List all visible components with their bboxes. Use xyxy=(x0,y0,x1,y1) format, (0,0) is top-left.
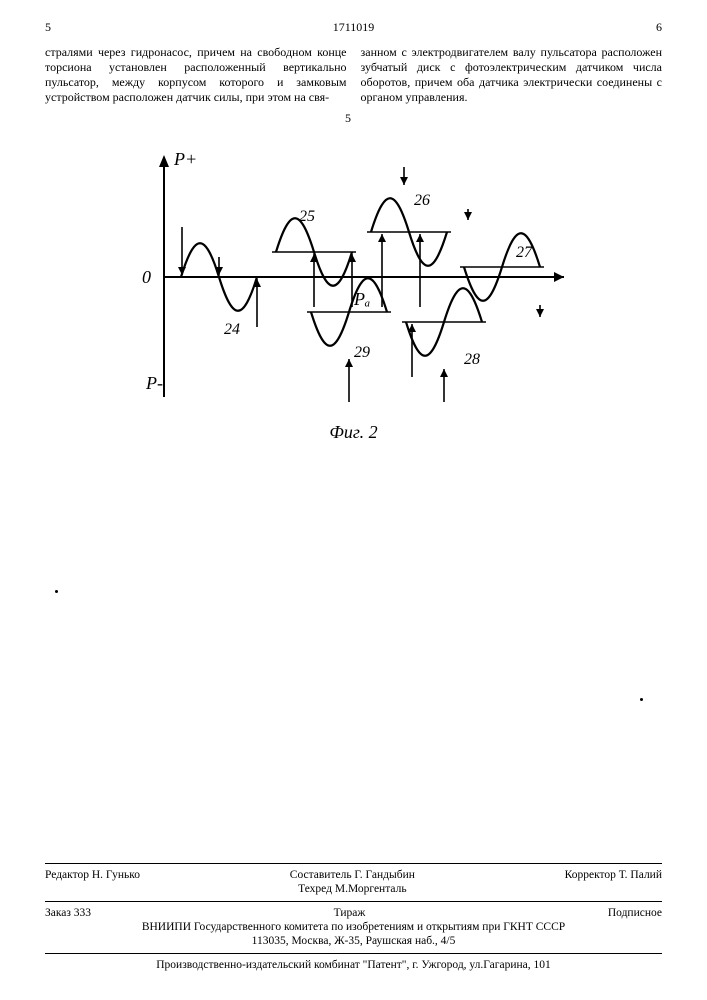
figure-caption: Фиг. 2 xyxy=(45,421,662,444)
footer-block: Редактор Н. Гунько Составитель Г. Гандыб… xyxy=(45,859,662,972)
svg-text:25: 25 xyxy=(299,208,315,225)
column-left: стралями через гидронасос, причем на сво… xyxy=(45,45,347,105)
footer-corrector: Корректор Т. Палий xyxy=(565,868,662,897)
figure-2-chart: P+0P-Pₐ242526272928 xyxy=(124,127,584,427)
svg-text:29: 29 xyxy=(354,344,370,361)
svg-text:26: 26 xyxy=(414,192,430,209)
text-columns: стралями через гидронасос, причем на сво… xyxy=(45,45,662,105)
footer-publisher: Производственно-издательский комбинат "П… xyxy=(45,958,662,972)
footer-compiler: Составитель Г. Гандыбин xyxy=(290,868,415,882)
footer-editor: Редактор Н. Гунько xyxy=(45,868,140,897)
footer-subscription: Подписное xyxy=(608,906,662,920)
svg-text:0: 0 xyxy=(142,267,151,287)
page-number-right: 6 xyxy=(622,20,662,35)
footer-techred: Техред М.Моргенталь xyxy=(290,882,415,896)
footer-tirazh: Тираж xyxy=(334,906,366,920)
column-right: занном с электродвигателем валу пульсато… xyxy=(361,45,663,105)
footer-vniipi: ВНИИПИ Государственного комитета по изоб… xyxy=(45,920,662,934)
svg-text:28: 28 xyxy=(464,351,480,368)
svg-text:27: 27 xyxy=(516,244,533,261)
svg-text:24: 24 xyxy=(224,321,240,338)
svg-text:P-: P- xyxy=(145,373,163,393)
footer-address: 113035, Москва, Ж-35, Раушская наб., 4/5 xyxy=(45,934,662,948)
document-number: 1711019 xyxy=(85,20,622,35)
footer-order: Заказ 333 xyxy=(45,906,91,920)
svg-text:P+: P+ xyxy=(173,149,197,169)
margin-line-number: 5 xyxy=(345,111,351,126)
page-number-left: 5 xyxy=(45,20,85,35)
